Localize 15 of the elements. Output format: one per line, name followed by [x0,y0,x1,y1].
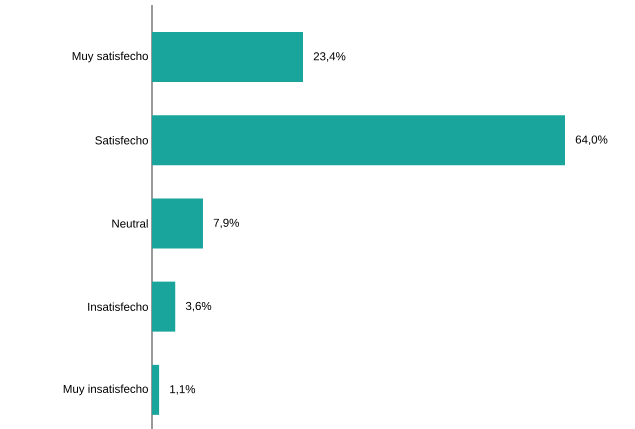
bar [152,32,304,82]
bar [152,364,160,415]
data-label: 64,0% [576,135,608,145]
y-tick-label: Muy satisfecho [72,52,148,62]
data-label: 1,1% [170,385,196,395]
y-tick-label: Satisfecho [95,136,148,144]
y-tick-label: Insatisfecho [88,302,148,311]
data-label: 7,9% [214,218,239,228]
y-tick-label: Neutral [112,219,148,228]
data-label: 23,4% [314,52,346,62]
bar [152,115,565,166]
bar [152,198,203,248]
y-tick-label: Muy insatisfecho [64,384,148,396]
data-label: 3,6% [186,302,212,312]
bar [152,282,176,332]
